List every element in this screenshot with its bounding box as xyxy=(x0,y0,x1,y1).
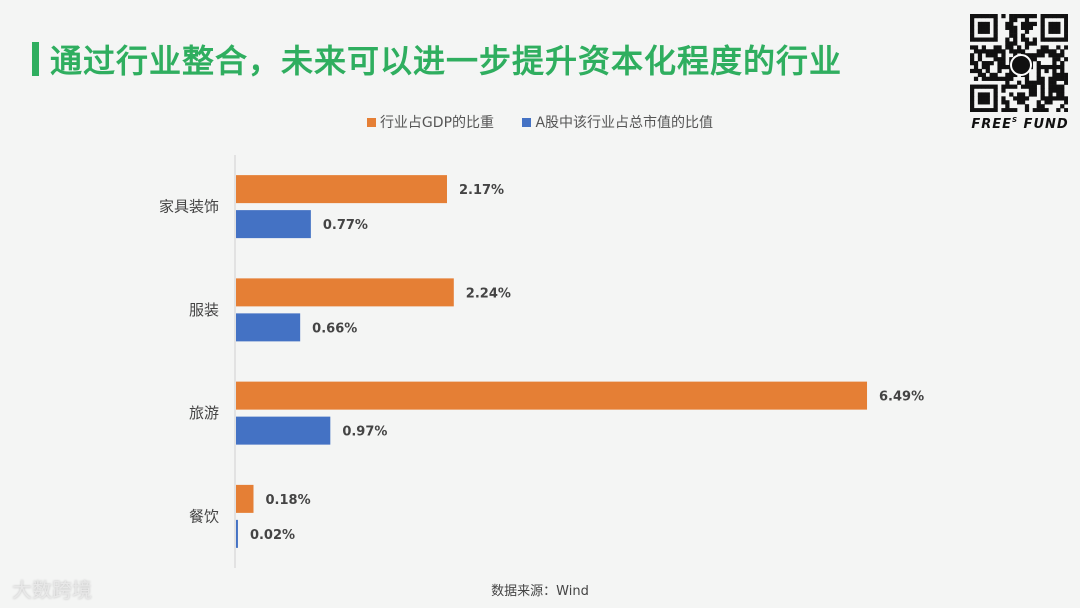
data-label: 6.49% xyxy=(879,390,924,405)
bar-market-share xyxy=(236,519,238,548)
legend-label-gdp: 行业占GDP的比重 xyxy=(379,115,495,131)
data-label: 0.18% xyxy=(266,493,311,508)
page-title: 通过行业整合，未来可以进一步提升资本化程度的行业 xyxy=(50,42,843,80)
category-label: 服装 xyxy=(189,301,219,319)
legend-item-market: A股中该行业占总市值的比值 xyxy=(522,112,713,132)
data-label: 0.66% xyxy=(312,321,357,336)
data-label: 2.17% xyxy=(459,183,504,198)
legend-label-market: A股中该行业占总市值的比值 xyxy=(535,115,714,131)
title-accent-bar xyxy=(32,42,39,76)
bar-gdp-share xyxy=(236,278,454,307)
bar-market-share xyxy=(236,416,331,445)
brand-suffix: FUND xyxy=(1018,117,1069,132)
category-label: 家具装饰 xyxy=(159,198,219,216)
legend-swatch-orange xyxy=(366,118,376,127)
category-label: 餐饮 xyxy=(189,507,219,525)
data-label: 2.24% xyxy=(466,286,511,301)
data-label: 0.02% xyxy=(250,528,295,543)
brand-logo: FREES FUND xyxy=(970,116,1070,132)
data-label: 0.97% xyxy=(342,425,387,440)
qr-code xyxy=(970,14,1069,113)
chart-legend: 行业占GDP的比重 A股中该行业占总市值的比值 xyxy=(0,112,1080,132)
bar-gdp-share xyxy=(236,381,868,410)
brand-text: FREE xyxy=(971,117,1012,132)
legend-swatch-blue xyxy=(522,118,532,127)
bar-gdp-share xyxy=(236,175,447,204)
bar-market-share xyxy=(236,313,301,342)
bar-market-share xyxy=(236,210,311,239)
legend-item-gdp: 行业占GDP的比重 xyxy=(366,112,495,132)
category-label: 旅游 xyxy=(189,404,219,422)
data-label: 0.77% xyxy=(323,218,368,233)
source-note: 数据来源：Wind xyxy=(491,584,589,599)
watermark: 大数跨境 xyxy=(12,578,92,602)
bar-gdp-share xyxy=(236,484,254,513)
qr-logo-icon xyxy=(1010,54,1032,76)
brand-sup: S xyxy=(1011,116,1019,124)
